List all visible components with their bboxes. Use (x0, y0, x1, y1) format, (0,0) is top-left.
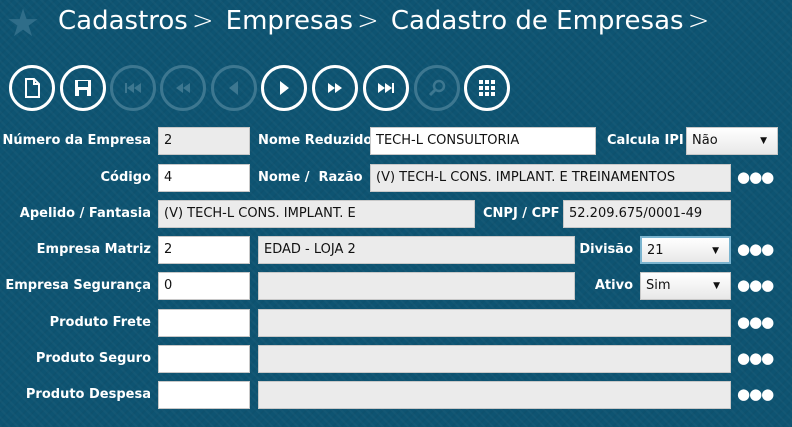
new-document-icon (25, 78, 40, 98)
dropdown-arrow-icon: ▼ (713, 281, 720, 291)
nome-reduzido-label: Nome Reduzido (258, 133, 373, 148)
skip-last-icon (378, 83, 394, 93)
last-record-button[interactable] (363, 65, 409, 111)
breadcrumb: Cadastros > Empresas > Cadastro de Empresa… (58, 6, 721, 36)
ativo-value: Sim (646, 278, 671, 293)
produto-seguro-label: Produto Seguro (35, 351, 151, 366)
breadcrumb-cadastro-empresas[interactable]: Cadastro de Empresas (390, 6, 684, 36)
previous-button[interactable] (211, 65, 257, 111)
produto-despesa-field[interactable] (158, 381, 250, 409)
chevron-right-icon: > (357, 6, 379, 36)
more-options-icon[interactable]: ●●● (737, 349, 774, 367)
numero-empresa-label: Número da Empresa (2, 133, 151, 148)
fast-forward-button[interactable] (312, 65, 358, 111)
calcula-ipi-select[interactable]: Não ▼ (686, 127, 778, 155)
more-options-icon[interactable]: ●●● (737, 313, 774, 331)
breadcrumb-empresas[interactable]: Empresas (225, 6, 354, 36)
more-options-icon[interactable]: ●●● (737, 276, 774, 294)
empresa-seguranca-desc (258, 272, 575, 300)
first-record-button[interactable] (110, 65, 156, 111)
produto-frete-field[interactable] (158, 309, 250, 337)
nome-razao-field[interactable]: (V) TECH-L CONS. IMPLANT. E TREINAMENTOS (370, 164, 731, 192)
produto-despesa-label: Produto Despesa (25, 387, 151, 402)
empresa-matriz-desc: EDAD - LOJA 2 (258, 236, 575, 264)
numero-empresa-field[interactable]: 2 (158, 127, 250, 155)
cnpj-label: CNPJ / CPF (483, 206, 560, 221)
floppy-disk-icon (75, 80, 91, 96)
breadcrumb-cadastros[interactable]: Cadastros (58, 6, 188, 36)
search-icon (428, 79, 446, 97)
dropdown-arrow-icon: ▼ (712, 246, 719, 256)
new-button[interactable] (9, 65, 55, 111)
dropdown-arrow-icon: ▼ (760, 136, 767, 146)
favorite-star-icon[interactable]: ★ (6, 1, 41, 45)
produto-frete-desc (258, 309, 731, 337)
search-button[interactable] (414, 65, 460, 111)
apelido-field[interactable]: (V) TECH-L CONS. IMPLANT. E (158, 200, 475, 228)
codigo-label: Código (100, 170, 151, 185)
divisao-value: 21 (647, 243, 664, 258)
nome-reduzido-field[interactable]: TECH-L CONSULTORIA (370, 127, 596, 155)
empresa-seguranca-field[interactable]: 0 (158, 272, 250, 300)
nome-razao-label: Nome / Razão (258, 170, 363, 185)
cnpj-field[interactable]: 52.209.675/0001-49 (563, 200, 731, 228)
ativo-label: Ativo (594, 278, 633, 293)
more-options-icon[interactable]: ●●● (737, 385, 774, 403)
divisao-select[interactable]: 21 ▼ (640, 236, 731, 264)
rewind-button[interactable] (160, 65, 206, 111)
calcula-ipi-value: Não (692, 133, 718, 148)
play-icon (280, 81, 289, 95)
produto-seguro-field[interactable] (158, 345, 250, 373)
produto-despesa-desc (258, 381, 731, 409)
save-button[interactable] (60, 65, 106, 111)
play-left-icon (229, 81, 238, 95)
more-options-icon[interactable]: ●●● (737, 240, 774, 258)
grid-button[interactable] (464, 65, 510, 111)
ativo-select[interactable]: Sim ▼ (640, 272, 731, 300)
empresa-matriz-field[interactable]: 2 (158, 236, 250, 264)
calcula-ipi-label: Calcula IPI (607, 133, 684, 148)
empresa-seguranca-label: Empresa Segurança (5, 278, 151, 293)
grid-icon (479, 80, 495, 96)
divisao-label: Divisão (579, 242, 633, 257)
codigo-field[interactable]: 4 (158, 164, 250, 192)
apelido-label: Apelido / Fantasia (19, 206, 151, 221)
produto-frete-label: Produto Frete (49, 315, 151, 330)
fast-forward-icon (328, 83, 342, 93)
next-button[interactable] (261, 65, 307, 111)
skip-first-icon (125, 83, 141, 93)
chevron-right-icon: > (191, 6, 214, 36)
rewind-icon (176, 83, 190, 93)
empresa-matriz-label: Empresa Matriz (36, 242, 151, 257)
more-options-icon[interactable]: ●●● (737, 168, 774, 186)
chevron-right-icon: > (687, 6, 710, 36)
produto-seguro-desc (258, 345, 731, 373)
